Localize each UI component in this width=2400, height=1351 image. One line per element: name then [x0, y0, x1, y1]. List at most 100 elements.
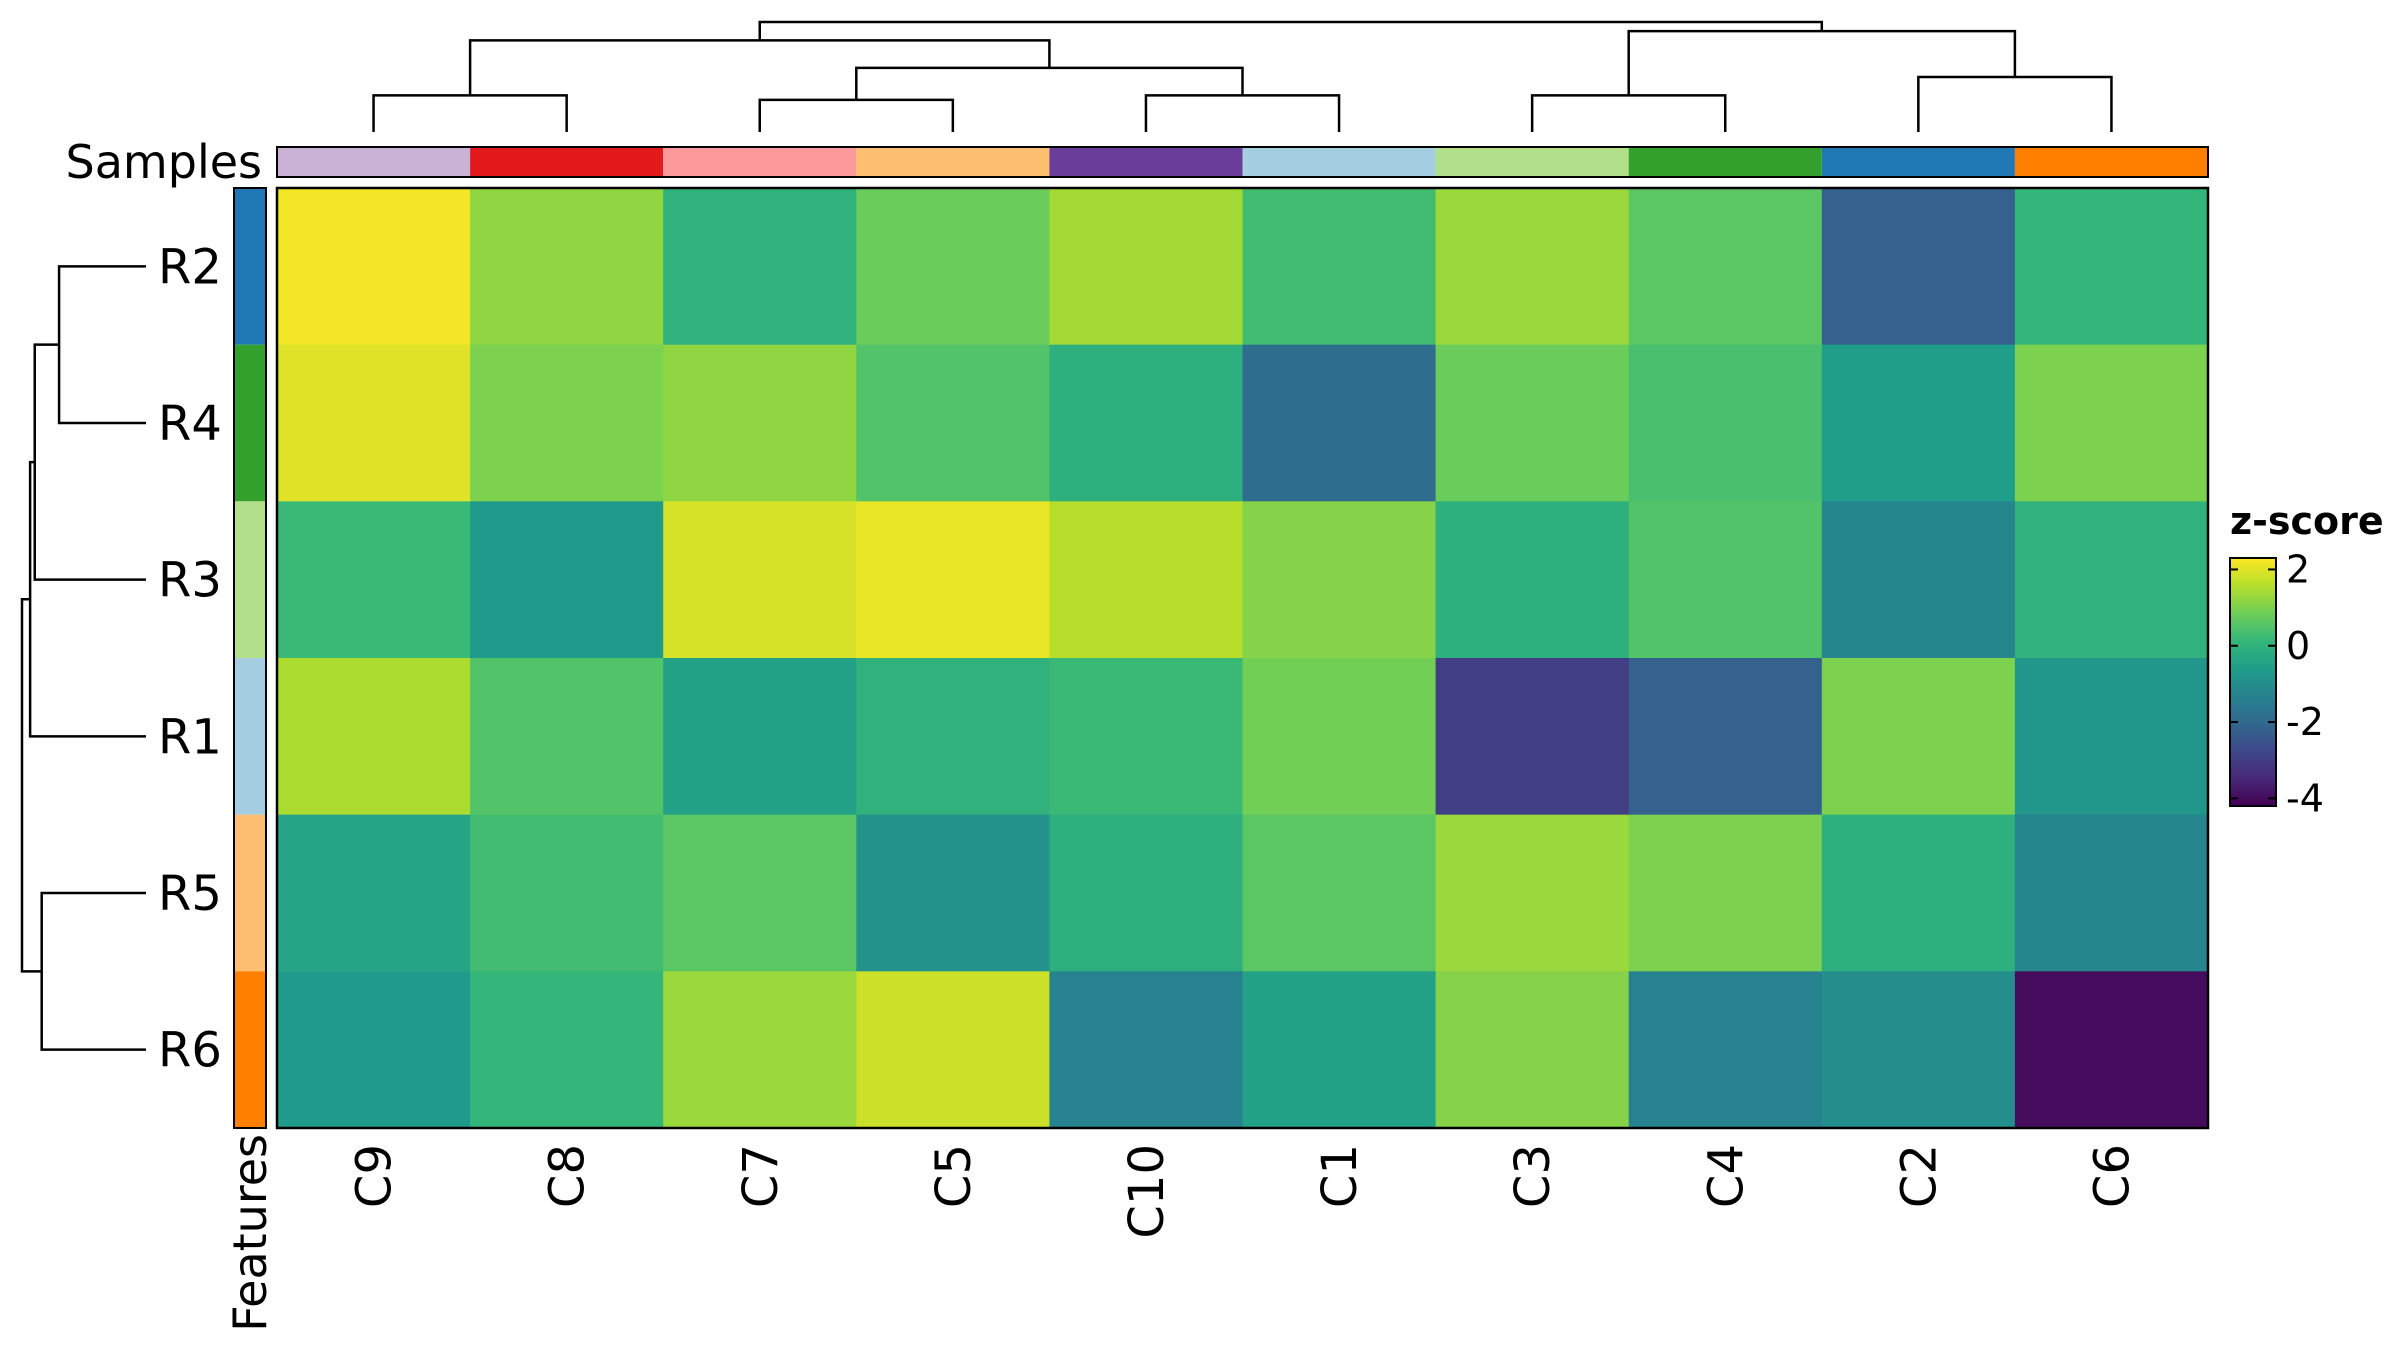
heatmap-cell-R4-C7: [663, 344, 857, 502]
legend-tick-label: 0: [2286, 624, 2310, 668]
column-label-C5: C5: [926, 1144, 982, 1208]
heatmap-cell-R1-C6: [2014, 658, 2209, 816]
column-annotation-C3: [1435, 147, 1629, 177]
dendrogram-branch: [57, 265, 146, 425]
heatmap-cell-R1-C1: [1242, 658, 1437, 816]
heatmap-cells: [277, 188, 2209, 1129]
samples-annotation-label: Samples: [66, 135, 262, 189]
row-label-R5: R5: [158, 866, 222, 922]
heatmap-border: [275, 186, 2210, 1130]
column-annotation-C1: [1242, 147, 1436, 177]
heatmap-cell-R5-C3: [1435, 814, 1630, 972]
heatmap-cell-R1-C4: [1628, 658, 1823, 816]
dendrogram-branch: [1144, 94, 1341, 132]
row-dendrogram: [20, 265, 146, 1051]
row-annotation-R1: [234, 658, 266, 815]
heatmap-cell-R6-C8: [470, 971, 664, 1129]
column-annotation-C2: [1821, 147, 2015, 177]
row-annotation-R4: [234, 344, 266, 502]
heatmap-cell-R3-C4: [1628, 501, 1823, 659]
column-label-C6: C6: [2084, 1144, 2140, 1208]
column-label-C8: C8: [540, 1144, 596, 1208]
heatmap-cell-R4-C1: [1242, 344, 1437, 502]
heatmap-cell-R1-C8: [470, 658, 664, 816]
heatmap-cell-R1-C3: [1435, 658, 1630, 816]
heatmap-cell-R3-C2: [1821, 501, 2016, 659]
column-label-C3: C3: [1505, 1144, 1561, 1208]
column-annotation-C4: [1628, 147, 1822, 177]
heatmap-cell-R6-C5: [856, 971, 1050, 1129]
features-annotation-label: Features: [223, 1134, 277, 1332]
row-label-R1: R1: [158, 709, 222, 765]
row-label-R2: R2: [158, 239, 222, 295]
heatmap-cell-R6-C6: [2014, 971, 2209, 1129]
row-annotation-R6: [234, 971, 266, 1128]
column-label-C1: C1: [1312, 1144, 1368, 1208]
heatmap-cell-R5-C5: [856, 814, 1050, 972]
column-label-C4: C4: [1698, 1144, 1754, 1208]
dendrogram-branch: [40, 891, 146, 1051]
heatmap-cell-R6-C9: [277, 971, 471, 1129]
row-annotation-bar: [233, 187, 267, 1129]
heatmap-cell-R1-C10: [1049, 658, 1244, 816]
row-annotation-R5: [234, 814, 266, 972]
heatmap-cell-R4-C9: [277, 344, 471, 502]
heatmap-cell-R3-C5: [856, 501, 1050, 659]
heatmap-cell-R4-C4: [1628, 344, 1823, 502]
heatmap-cell-R2-C6: [2014, 188, 2209, 346]
heatmap-cell-R1-C7: [663, 658, 857, 816]
heatmap-cell-R2-C2: [1821, 188, 2016, 346]
heatmap-cell-R3-C10: [1049, 501, 1244, 659]
dendrogram-branch: [372, 94, 568, 132]
row-annotation-R3: [234, 501, 266, 658]
heatmap-cell-R2-C5: [856, 188, 1050, 346]
dendrogram-branch: [20, 598, 42, 973]
heatmap-cell-R2-C8: [470, 188, 664, 346]
dendrogram-branch: [758, 98, 955, 132]
heatmap-cell-R4-C8: [470, 344, 664, 502]
column-annotation-C6: [2014, 147, 2208, 177]
heatmap-cell-R4-C5: [856, 344, 1050, 502]
legend-title: z-score: [2230, 499, 2384, 543]
heatmap-cell-R6-C10: [1049, 971, 1244, 1129]
row-annotation-R2: [234, 188, 266, 345]
heatmap-cell-R2-C1: [1242, 188, 1437, 346]
heatmap-cell-R5-C4: [1628, 814, 1823, 972]
heatmap-cell-R5-C1: [1242, 814, 1437, 972]
column-label-C9: C9: [347, 1144, 403, 1208]
heatmap-cell-R5-C7: [663, 814, 857, 972]
heatmap-cell-R2-C3: [1435, 188, 1630, 346]
heatmap-cell-R1-C5: [856, 658, 1050, 816]
heatmap-cell-R2-C4: [1628, 188, 1823, 346]
heatmap-cell-R4-C6: [2014, 344, 2209, 502]
dendrogram-branch: [758, 20, 1824, 41]
heatmap-cell-R5-C2: [1821, 814, 2016, 972]
legend-colorbar: [2229, 557, 2277, 807]
column-labels: C9 C8 C7 C5 C10 C1 C3 C4 C2 C6: [347, 1144, 2141, 1239]
column-annotation-border: [276, 146, 2209, 178]
row-label-R4: R4: [158, 396, 222, 452]
heatmap-cell-R2-C10: [1049, 188, 1244, 346]
heatmap-cell-R2-C9: [277, 188, 471, 346]
dendrogram-branch: [33, 343, 146, 581]
heatmap-cell-R2-C7: [663, 188, 857, 346]
dendrogram-branch: [1917, 75, 2113, 132]
heatmap-cell-R3-C3: [1435, 501, 1630, 659]
heatmap-cell-R6-C4: [1628, 971, 1823, 1129]
legend-tick-label: -2: [2286, 700, 2324, 744]
heatmap-cell-R5-C8: [470, 814, 664, 972]
column-annotation-C8: [470, 147, 664, 177]
column-annotation-C5: [856, 147, 1050, 177]
legend-tick-label: -4: [2286, 776, 2324, 820]
heatmap-cell-R3-C8: [470, 501, 664, 659]
heatmap-cell-R5-C10: [1049, 814, 1244, 972]
legend-ticks: 2 0 -2 -4: [2230, 547, 2324, 820]
heatmap-cell-R3-C6: [2014, 501, 2209, 659]
column-label-C7: C7: [733, 1144, 789, 1208]
heatmap-cell-R6-C2: [1821, 971, 2016, 1129]
heatmap-cell-R5-C6: [2014, 814, 2209, 972]
row-annotation-border: [233, 187, 267, 1129]
row-label-R6: R6: [158, 1023, 222, 1079]
heatmap-cell-R4-C2: [1821, 344, 2016, 502]
